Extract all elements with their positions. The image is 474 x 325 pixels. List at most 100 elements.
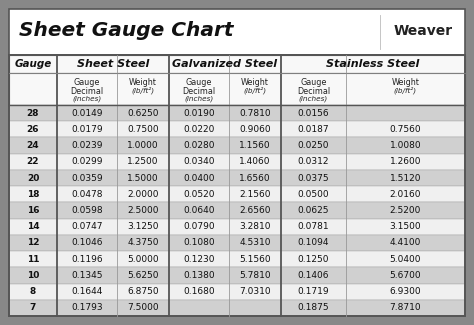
Text: (lb/ft²): (lb/ft²) <box>131 87 155 95</box>
Text: 0.0747: 0.0747 <box>71 222 103 231</box>
Bar <box>9 202 465 219</box>
Text: 2.5200: 2.5200 <box>390 206 421 215</box>
Text: (inches): (inches) <box>73 96 101 102</box>
Text: Gauge: Gauge <box>14 59 52 69</box>
Text: 0.1875: 0.1875 <box>298 303 329 312</box>
Text: 5.0400: 5.0400 <box>390 255 421 264</box>
Text: 7.5000: 7.5000 <box>127 303 159 312</box>
Text: 0.1380: 0.1380 <box>183 271 215 280</box>
Bar <box>9 251 465 267</box>
Text: Decimal: Decimal <box>182 87 216 96</box>
Text: 2.1560: 2.1560 <box>239 190 271 199</box>
Text: 8: 8 <box>30 287 36 296</box>
Text: 2.0160: 2.0160 <box>390 190 421 199</box>
Text: 2.0000: 2.0000 <box>127 190 159 199</box>
Text: 1.2500: 1.2500 <box>127 157 159 166</box>
Bar <box>9 55 465 73</box>
Text: 0.0478: 0.0478 <box>71 190 103 199</box>
Bar <box>9 73 465 105</box>
Text: 7.8710: 7.8710 <box>390 303 421 312</box>
Text: 0.1680: 0.1680 <box>183 287 215 296</box>
Text: (lb/ft²): (lb/ft²) <box>244 87 266 95</box>
Text: 0.1719: 0.1719 <box>298 287 329 296</box>
Bar <box>9 154 465 170</box>
Text: 4.3750: 4.3750 <box>127 239 159 247</box>
Text: 0.0375: 0.0375 <box>298 174 329 183</box>
Text: Gauge: Gauge <box>186 78 212 87</box>
Bar <box>9 170 465 186</box>
Bar <box>9 186 465 202</box>
Text: 14: 14 <box>27 222 39 231</box>
Text: 1.0080: 1.0080 <box>390 141 421 150</box>
Text: 0.1793: 0.1793 <box>71 303 103 312</box>
Text: Weaver: Weaver <box>394 24 453 38</box>
Bar <box>9 9 465 55</box>
Bar <box>9 235 465 251</box>
Text: 7.0310: 7.0310 <box>239 287 271 296</box>
Text: 0.7810: 0.7810 <box>239 109 271 118</box>
Text: 2.6560: 2.6560 <box>239 206 271 215</box>
Bar <box>9 267 465 283</box>
Text: 26: 26 <box>27 125 39 134</box>
Text: 2.5000: 2.5000 <box>127 206 159 215</box>
Text: 0.0299: 0.0299 <box>71 157 103 166</box>
Text: 4.4100: 4.4100 <box>390 239 421 247</box>
Text: 12: 12 <box>27 239 39 247</box>
Text: 0.0179: 0.0179 <box>71 125 103 134</box>
Text: 5.7810: 5.7810 <box>239 271 271 280</box>
Text: 5.6700: 5.6700 <box>390 271 421 280</box>
Text: 0.0340: 0.0340 <box>183 157 215 166</box>
Text: 0.0220: 0.0220 <box>183 125 215 134</box>
Text: (inches): (inches) <box>184 96 214 102</box>
Text: 0.1250: 0.1250 <box>298 255 329 264</box>
Text: 0.0781: 0.0781 <box>298 222 329 231</box>
Text: 0.0250: 0.0250 <box>298 141 329 150</box>
Text: 0.0359: 0.0359 <box>71 174 103 183</box>
Text: 18: 18 <box>27 190 39 199</box>
Text: 28: 28 <box>27 109 39 118</box>
Text: 5.1560: 5.1560 <box>239 255 271 264</box>
Text: 6.8750: 6.8750 <box>127 287 159 296</box>
Text: 0.0598: 0.0598 <box>71 206 103 215</box>
Text: 0.1196: 0.1196 <box>71 255 103 264</box>
Text: 0.9060: 0.9060 <box>239 125 271 134</box>
Bar <box>9 105 465 121</box>
Text: 20: 20 <box>27 174 39 183</box>
Text: Weight: Weight <box>392 78 419 87</box>
Text: Weight: Weight <box>129 78 157 87</box>
Text: 0.7500: 0.7500 <box>127 125 159 134</box>
Bar <box>9 121 465 137</box>
Text: 1.0000: 1.0000 <box>127 141 159 150</box>
Text: 1.1560: 1.1560 <box>239 141 271 150</box>
Text: 0.0187: 0.0187 <box>298 125 329 134</box>
Text: 3.1500: 3.1500 <box>390 222 421 231</box>
Text: 11: 11 <box>27 255 39 264</box>
Text: 7: 7 <box>30 303 36 312</box>
Text: 6.9300: 6.9300 <box>390 287 421 296</box>
Text: (lb/ft²): (lb/ft²) <box>394 87 417 95</box>
Text: 0.0520: 0.0520 <box>183 190 215 199</box>
Text: 0.1345: 0.1345 <box>71 271 103 280</box>
Text: 16: 16 <box>27 206 39 215</box>
Bar <box>9 283 465 300</box>
Text: Stainless Steel: Stainless Steel <box>326 59 419 69</box>
Text: 3.1250: 3.1250 <box>127 222 159 231</box>
Text: 1.5120: 1.5120 <box>390 174 421 183</box>
Text: 0.1080: 0.1080 <box>183 239 215 247</box>
Bar <box>9 137 465 154</box>
Text: 1.2600: 1.2600 <box>390 157 421 166</box>
Text: 0.0640: 0.0640 <box>183 206 215 215</box>
Text: Sheet Steel: Sheet Steel <box>77 59 149 69</box>
Text: 5.0000: 5.0000 <box>127 255 159 264</box>
Text: Gauge: Gauge <box>74 78 100 87</box>
Text: 0.1230: 0.1230 <box>183 255 215 264</box>
Text: 0.0190: 0.0190 <box>183 109 215 118</box>
Text: 0.0156: 0.0156 <box>298 109 329 118</box>
Text: 0.0790: 0.0790 <box>183 222 215 231</box>
Text: 0.7560: 0.7560 <box>390 125 421 134</box>
Text: 0.1406: 0.1406 <box>298 271 329 280</box>
Text: Decimal: Decimal <box>297 87 330 96</box>
Text: 4.5310: 4.5310 <box>239 239 271 247</box>
Text: Gauge: Gauge <box>301 78 327 87</box>
Bar <box>9 300 465 316</box>
